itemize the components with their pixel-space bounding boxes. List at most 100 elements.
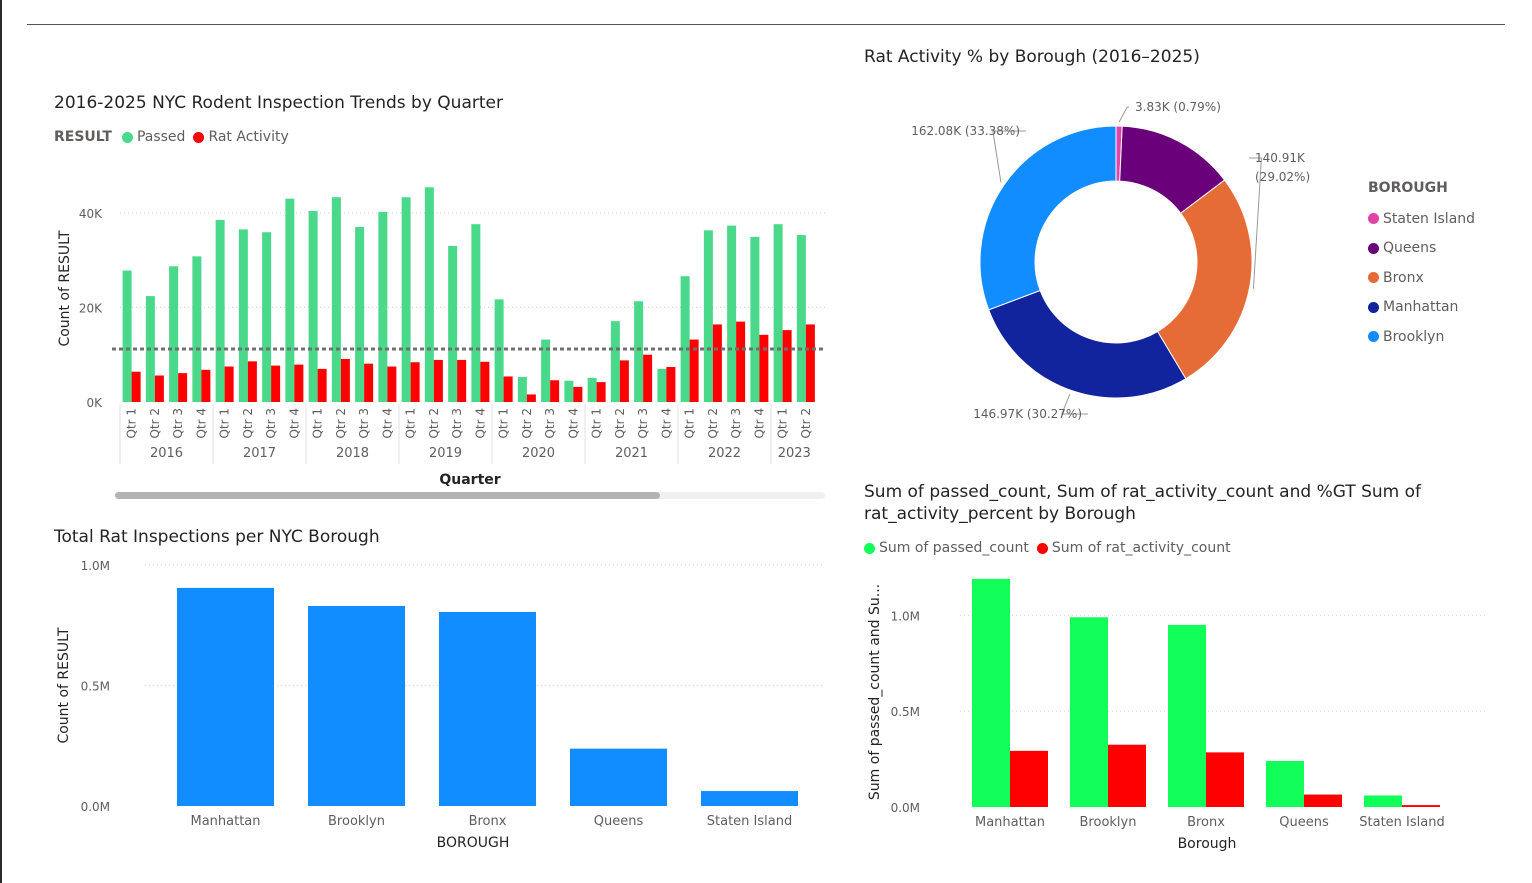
rat-activity-bar [224,366,234,402]
x-tick-label: Qtr 1 [218,408,232,439]
x-axis-title: BOROUGH [437,835,510,851]
x-tick-label: Qtr 1 [590,408,604,439]
rat-activity-bar [178,373,188,402]
rat-activity-bar [131,371,141,402]
x-tick-label: Qtr 3 [636,408,650,439]
rat-activity-count-dot-icon [1036,542,1048,554]
year-label: 2018 [336,446,369,461]
rat-activity-bar [433,359,443,402]
x-tick-label: Qtr 2 [148,408,162,439]
passed-bar [471,224,481,402]
legend-item-staten-island[interactable]: Staten Island [1368,204,1475,234]
passed-bar [169,266,179,402]
year-label: 2020 [522,446,555,461]
legend-item-bronx[interactable]: Bronx [1368,263,1475,293]
legend-item-queens[interactable]: Queens [1368,234,1475,264]
passed-bar [773,224,783,402]
x-tick-label: Qtr 2 [427,408,441,439]
legend-item-passed[interactable]: Passed [121,129,186,145]
y-tick-label: 20K [79,301,103,315]
legend-item-manhattan[interactable]: Manhattan [1368,293,1475,323]
x-tick-label: Qtr 2 [799,408,813,439]
x-tick-label: Qtr 3 [543,408,557,439]
x-tick-label: Qtr 4 [194,408,208,439]
top-divider [27,24,1505,25]
legend-label: Manhattan [1383,299,1459,316]
rat-activity-count-bar [1010,750,1048,807]
manhattan-dot-icon [1368,301,1379,313]
borough-total-chart: 0.0M 0.5M 1.0M Count of RESULT Manhattan Broo… [56,559,825,851]
quarterly-legend-title: RESULT [54,129,112,145]
rat-activity-bar [294,364,304,402]
rat-activity-bar [154,375,164,402]
x-tick-label: Qtr 1 [497,408,511,439]
rat-activity-bar [271,365,281,402]
rat-activity-bar [457,359,467,402]
x-tick-label: Brooklyn [328,814,385,829]
legend-item-rat-activity[interactable]: Rat Activity [193,129,289,145]
scrollbar-thumb[interactable] [115,492,660,499]
rat-activity-count-bar [1206,752,1244,807]
rat-activity-bar [689,339,699,402]
left-border [0,0,2,883]
x-axis-title: Quarter [439,472,500,488]
rat-activity-count-bar [1304,794,1342,807]
borough-bar [439,611,536,806]
x-tick-label: Manhattan [190,814,260,829]
donut-legend: BOROUGH Staten Island Queens Bronx Manha… [1368,180,1475,352]
passed-count-bar [1364,795,1402,807]
donut-legend-title: BOROUGH [1368,180,1448,196]
year-label: 2019 [429,446,462,461]
legend-label-passed: Passed [136,129,186,145]
passed-bar [564,380,574,402]
legend-item-rat-activity-count[interactable]: Sum of rat_activity_count [1036,540,1231,556]
borough-bar [570,748,667,806]
rat-activity-bar [317,368,327,402]
year-label: 2023 [778,446,811,461]
legend-item-brooklyn[interactable]: Brooklyn [1368,322,1475,352]
year-label: 2016 [150,446,183,461]
passed-bar [308,210,318,402]
rat-activity-bar [503,376,513,402]
passed-bar [192,256,202,402]
passed-bar [122,270,132,402]
legend-label-rat-activity: Rat Activity [208,129,289,145]
y-tick-label: 1.0M [891,609,920,623]
y-tick-label: 0.0M [81,800,110,814]
passed-bar [355,227,365,402]
donut-chart-title: Rat Activity % by Borough (2016–2025) [864,47,1200,67]
x-tick-label: Qtr 4 [287,408,301,439]
legend-label-passed-count: Sum of passed_count [879,540,1029,556]
passed-bar [680,276,690,402]
data-label-leader [1061,393,1088,415]
passed-bar [517,376,527,402]
legend-label: Bronx [1383,269,1424,286]
quarterly-chart: 0K 20K 40K Count of RESULT Qtr 1 Qtr 2 Qtr 3 Qt… [57,187,825,499]
x-tick-label: Qtr 2 [706,408,720,439]
passed-count-bar [1168,624,1206,807]
data-label-leader [1249,157,1262,289]
donut-slice-brooklyn [979,125,1117,311]
y-tick-label: 0.5M [81,680,110,694]
x-tick-label: Qtr 4 [752,408,766,439]
passed-bar [285,198,295,402]
y-axis-title: Sum of passed_count and Su... [867,584,883,800]
passed-bar [424,187,434,402]
rat-activity-bar [201,369,211,402]
rat-activity-bar [526,394,536,402]
y-tick-label: 0K [86,396,103,410]
passed-count-bar [1070,617,1108,807]
passed-bar [541,339,551,402]
x-axis-title: Borough [1178,836,1237,852]
year-label: 2017 [243,446,276,461]
rat-activity-bar [712,324,722,402]
legend-item-passed-count[interactable]: Sum of passed_count [864,540,1029,556]
x-tick-label: Qtr 1 [311,408,325,439]
passed-bar [494,299,504,402]
borough-bar [701,791,798,806]
borough-bar [308,605,405,806]
y-tick-label: 40K [79,207,103,221]
y-axis-title: Count of RESULT [57,230,73,347]
year-label: 2021 [615,446,648,461]
data-label: 3.83K (0.79%) [1135,100,1221,114]
